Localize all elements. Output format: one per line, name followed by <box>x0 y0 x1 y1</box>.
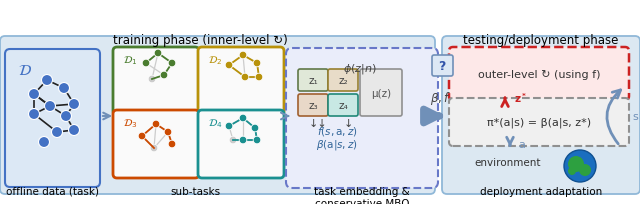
Circle shape <box>152 121 160 128</box>
Circle shape <box>239 136 247 144</box>
FancyBboxPatch shape <box>298 70 328 92</box>
FancyBboxPatch shape <box>198 110 284 178</box>
Text: testing/deployment phase: testing/deployment phase <box>463 34 619 47</box>
FancyBboxPatch shape <box>328 70 358 92</box>
FancyBboxPatch shape <box>198 48 284 115</box>
Text: a: a <box>518 139 525 149</box>
FancyBboxPatch shape <box>360 70 402 116</box>
Circle shape <box>164 129 172 136</box>
Circle shape <box>225 62 233 69</box>
Circle shape <box>68 125 79 136</box>
Circle shape <box>239 136 247 144</box>
Circle shape <box>168 141 176 148</box>
Text: ?: ? <box>438 60 445 73</box>
Circle shape <box>154 50 162 58</box>
Circle shape <box>568 167 576 175</box>
Text: $\mathcal{D}_1$: $\mathcal{D}_1$ <box>123 54 138 67</box>
Text: μ(z): μ(z) <box>371 89 391 99</box>
Circle shape <box>142 60 150 68</box>
Circle shape <box>152 121 160 128</box>
Circle shape <box>579 164 591 176</box>
Circle shape <box>225 123 233 130</box>
Circle shape <box>168 60 176 68</box>
Text: z₄: z₄ <box>338 101 348 110</box>
Text: offline data (task): offline data (task) <box>6 186 99 196</box>
FancyBboxPatch shape <box>286 49 438 188</box>
Circle shape <box>68 99 79 110</box>
Circle shape <box>564 150 596 182</box>
Text: s: s <box>632 111 637 121</box>
Circle shape <box>253 136 261 144</box>
Text: environment: environment <box>475 157 541 167</box>
Circle shape <box>239 115 247 122</box>
Text: z₂: z₂ <box>338 76 348 86</box>
Text: deployment adaptation: deployment adaptation <box>480 186 602 196</box>
Text: training phase (inner-level ↻): training phase (inner-level ↻) <box>113 34 287 47</box>
FancyBboxPatch shape <box>298 94 328 116</box>
FancyBboxPatch shape <box>449 99 629 146</box>
Circle shape <box>168 60 176 68</box>
Circle shape <box>154 50 162 58</box>
FancyBboxPatch shape <box>0 37 435 194</box>
Circle shape <box>251 125 259 132</box>
Circle shape <box>29 109 40 120</box>
Text: $\phi(z|n)$: $\phi(z|n)$ <box>343 62 377 76</box>
Circle shape <box>160 72 168 79</box>
Circle shape <box>239 115 247 122</box>
Text: $\mathcal{D}_3$: $\mathcal{D}_3$ <box>123 116 138 129</box>
Circle shape <box>255 74 263 81</box>
Text: ↓↓: ↓↓ <box>308 118 328 128</box>
Circle shape <box>239 52 247 60</box>
Text: z₁: z₁ <box>308 76 318 86</box>
Text: sub-tasks: sub-tasks <box>170 186 220 196</box>
Circle shape <box>150 144 158 152</box>
Circle shape <box>38 137 49 148</box>
FancyBboxPatch shape <box>5 50 100 187</box>
Circle shape <box>138 133 146 140</box>
Circle shape <box>138 133 146 140</box>
Text: z₃: z₃ <box>308 101 318 110</box>
Circle shape <box>29 89 40 100</box>
Circle shape <box>251 125 259 132</box>
Circle shape <box>168 141 176 148</box>
Circle shape <box>241 74 249 81</box>
Text: $\beta, f$: $\beta, f$ <box>431 90 452 106</box>
Circle shape <box>253 136 261 144</box>
FancyBboxPatch shape <box>113 110 199 178</box>
Text: outer-level ↻ (using f): outer-level ↻ (using f) <box>477 70 600 80</box>
Circle shape <box>225 123 233 130</box>
Text: π*(a|s) = β(a|s, z*): π*(a|s) = β(a|s, z*) <box>487 117 591 128</box>
Text: task embedding &
conservative MBO: task embedding & conservative MBO <box>314 186 410 204</box>
Circle shape <box>45 101 56 112</box>
FancyBboxPatch shape <box>449 48 629 101</box>
Circle shape <box>51 127 63 138</box>
Circle shape <box>142 60 150 68</box>
Circle shape <box>253 60 261 68</box>
Text: $f(s, \mathrm{a}, z)$: $f(s, \mathrm{a}, z)$ <box>317 124 357 137</box>
Text: $\mathcal{D}_2$: $\mathcal{D}_2$ <box>208 54 222 67</box>
Text: $\beta(\mathrm{a}|s, z)$: $\beta(\mathrm{a}|s, z)$ <box>316 137 358 151</box>
Text: ↓: ↓ <box>343 118 353 128</box>
Circle shape <box>148 76 156 83</box>
Circle shape <box>253 60 261 68</box>
FancyBboxPatch shape <box>442 37 640 194</box>
FancyBboxPatch shape <box>113 48 199 115</box>
Circle shape <box>160 72 168 79</box>
Circle shape <box>239 52 247 60</box>
Circle shape <box>164 129 172 136</box>
Circle shape <box>225 62 233 69</box>
Text: $\mathcal{D}_4$: $\mathcal{D}_4$ <box>208 116 223 129</box>
Circle shape <box>61 111 72 122</box>
FancyBboxPatch shape <box>432 56 453 77</box>
Text: $\mathbf{z^*}$: $\mathbf{z^*}$ <box>514 91 527 104</box>
Circle shape <box>568 156 584 172</box>
FancyBboxPatch shape <box>328 94 358 116</box>
Circle shape <box>58 83 70 94</box>
Circle shape <box>229 136 237 144</box>
Circle shape <box>255 74 263 81</box>
Circle shape <box>241 74 249 81</box>
Text: $\mathcal{D}$: $\mathcal{D}$ <box>18 63 32 78</box>
Circle shape <box>42 75 52 86</box>
